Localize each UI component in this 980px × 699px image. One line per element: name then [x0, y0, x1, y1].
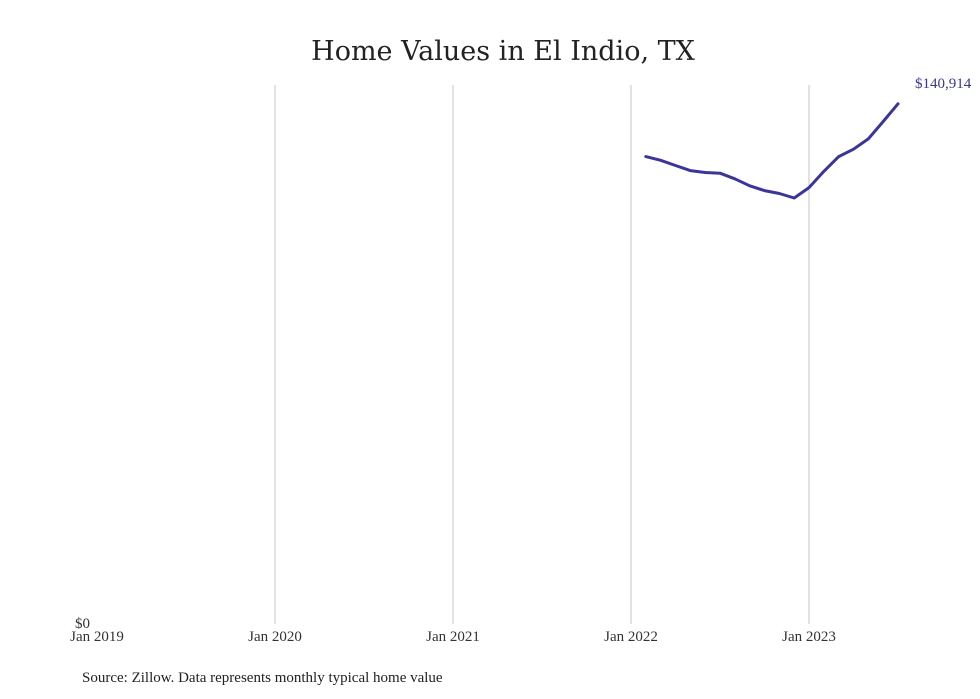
x-axis-tick-labels: Jan 2019 Jan 2020 Jan 2021 Jan 2022 Jan 2023: [70, 629, 836, 645]
x-tick-label-4: Jan 2023: [782, 629, 836, 645]
y-tick-label-0: $0: [75, 616, 90, 632]
x-tick-label-2: Jan 2021: [426, 629, 480, 645]
last-value-label: $140,914: [915, 76, 972, 92]
x-tick-label-0: Jan 2019: [70, 629, 124, 645]
x-tick-label-3: Jan 2022: [604, 629, 658, 645]
source-note: Source: Zillow. Data represents monthly …: [82, 670, 443, 686]
chart-title: Home Values in El Indio, TX: [311, 36, 695, 67]
x-tick-label-1: Jan 2020: [248, 629, 302, 645]
vertical-gridlines: [274, 85, 810, 624]
home-value-line: [644, 102, 900, 200]
